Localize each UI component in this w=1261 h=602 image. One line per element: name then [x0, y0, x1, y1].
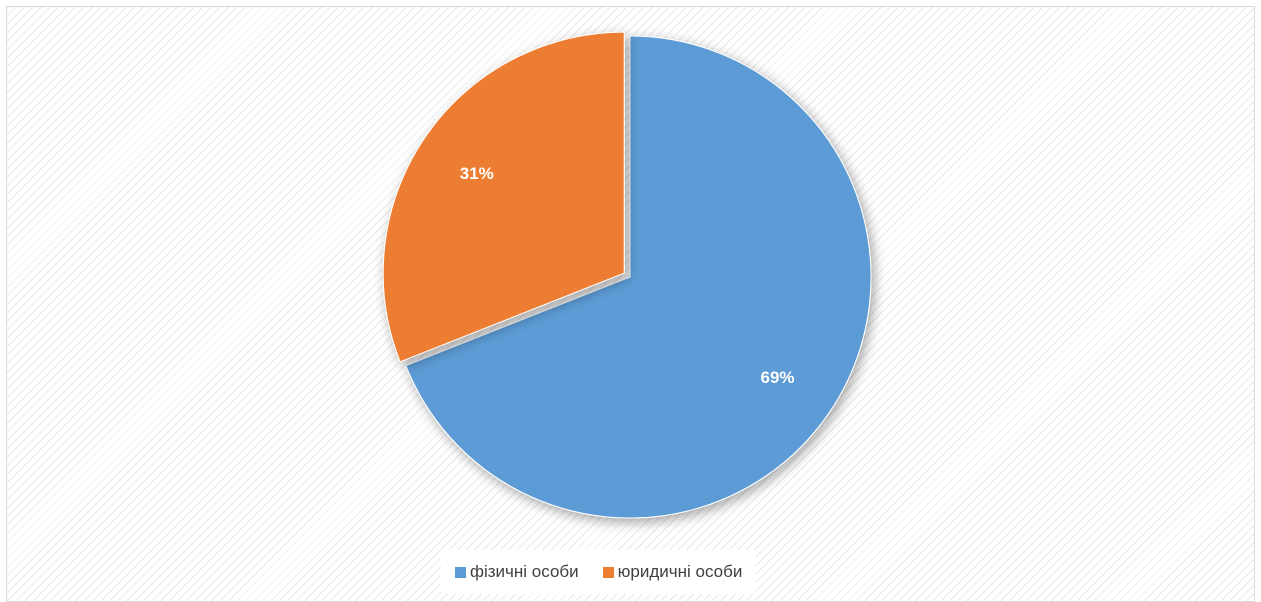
legend-swatch-individuals	[455, 566, 466, 578]
pie-slice-individuals	[405, 35, 872, 519]
chart-legend: фізичні особи юридичні особи	[441, 550, 757, 594]
legend-label-individuals: фізичні особи	[470, 562, 579, 581]
data-label-legal-entities: 31%	[460, 164, 494, 183]
legend-label-legal-entities: юридичні особи	[617, 562, 743, 581]
legend-swatch-legal-entities	[602, 566, 614, 578]
legend-item-legal-entities: юридичні особи	[602, 562, 743, 582]
legend-item-individuals: фізичні особи	[455, 562, 579, 582]
data-label-individuals: 69%	[760, 368, 794, 387]
pie-slice-legal-entities	[382, 31, 625, 363]
